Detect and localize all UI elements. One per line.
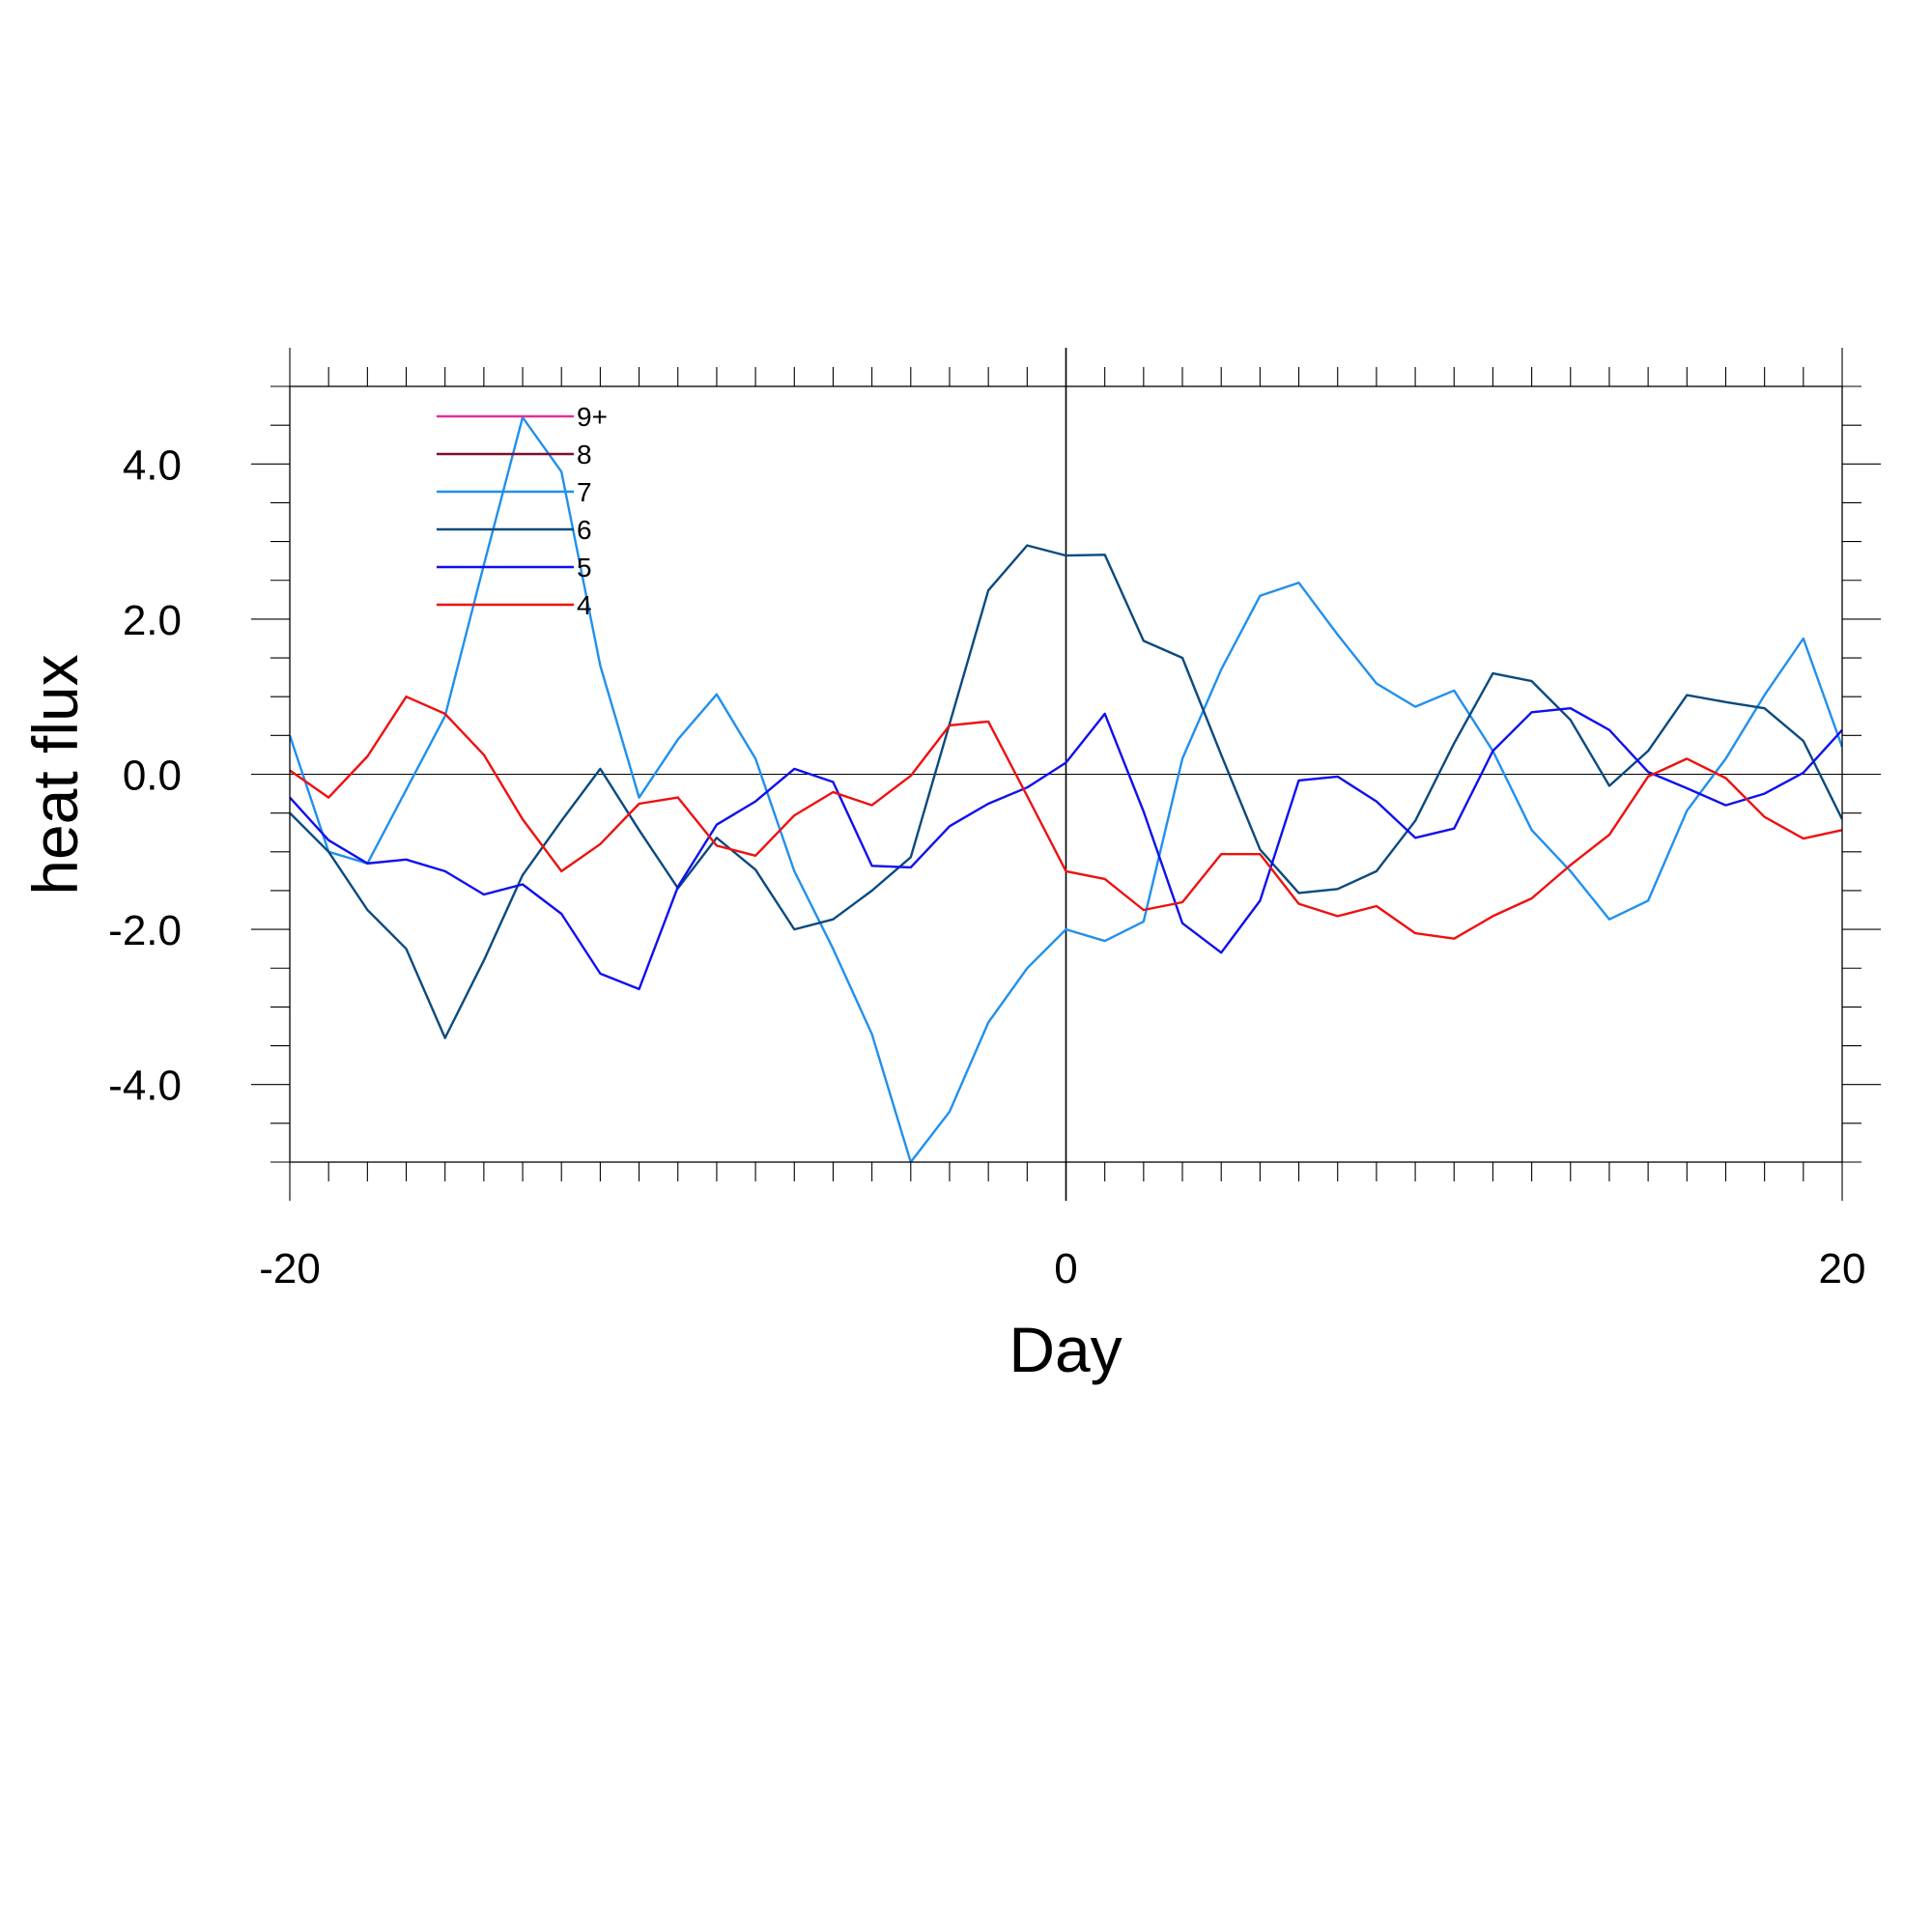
- x-tick-label: 20: [1819, 1245, 1866, 1293]
- legend-label: 7: [577, 477, 592, 507]
- y-tick-label: -4.0: [108, 1063, 182, 1110]
- y-tick-label: 2.0: [123, 597, 182, 644]
- legend: 9+ 8 7 6 5 4: [437, 402, 608, 620]
- y-tick-label: 0.0: [123, 753, 182, 800]
- reference-lines: [290, 348, 1881, 1201]
- x-tick-label: 0: [1054, 1245, 1077, 1293]
- legend-label: 8: [577, 440, 592, 469]
- y-axis-title: heat flux: [19, 654, 91, 895]
- legend-label: 4: [577, 590, 592, 620]
- series-line-4: [290, 696, 1842, 940]
- y-tick-label: -2.0: [108, 907, 182, 954]
- tick-labels: -20 0 20 -4.0 -2.0 0.0 2.0 4.0: [108, 441, 1865, 1293]
- series-line-6: [290, 544, 1842, 1039]
- x-tick-label: -20: [259, 1245, 321, 1293]
- legend-label: 5: [577, 553, 592, 582]
- x-axis-title: Day: [1009, 1314, 1122, 1385]
- series-line-5: [290, 707, 1842, 991]
- legend-label: 9+: [577, 402, 608, 432]
- legend-label: 6: [577, 515, 592, 545]
- minor-ticks: [270, 367, 1861, 1181]
- plot-frame: [289, 385, 1843, 1163]
- y-tick-label: 4.0: [123, 441, 182, 489]
